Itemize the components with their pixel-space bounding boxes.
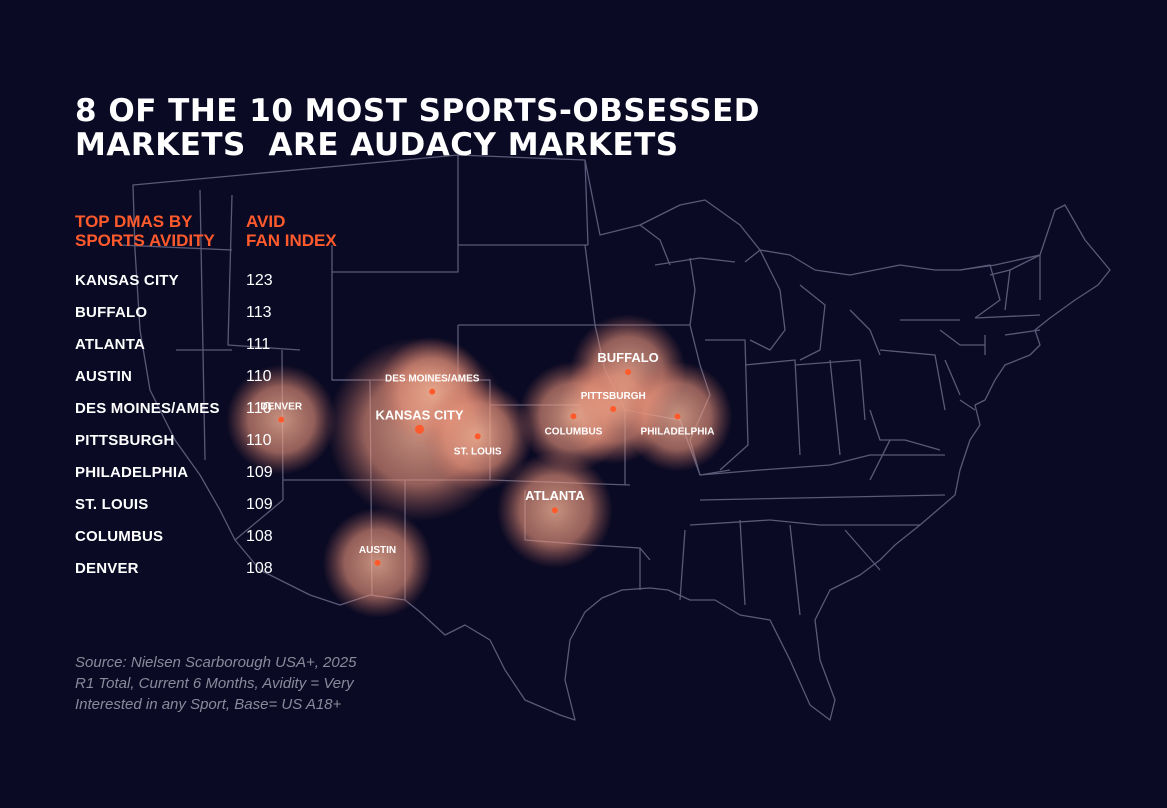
table-row: BUFFALO 113 [75,298,305,330]
table-row: AUSTIN 110 [75,362,305,394]
market-dot-philadelphia [674,413,681,420]
column-header-index: AVID FAN INDEX [246,212,337,250]
market-dot-buffalo [625,369,632,376]
market-dot-columbus [570,413,577,420]
table-row: PITTSBURGH 110 [75,426,305,458]
index-value: 109 [246,464,273,481]
market-name: PHILADELPHIA [75,464,189,481]
market-label-atlanta: ATLANTA [525,488,585,503]
market-dot-pittsburgh [610,406,617,413]
market-markers: KANSAS CITY BUFFALO ATLANTA AUSTIN DES MOINE… [260,350,714,566]
index-value: 110 [246,432,272,449]
market-name: BUFFALO [75,304,148,321]
page-title: 8 OF THE 10 MOST SPORTS-OBSESSED MARKETS… [75,94,875,162]
market-name: ST. LOUIS [75,496,149,513]
market-label-austin: AUSTIN [359,545,396,556]
title-line-1: 8 OF THE 10 MOST SPORTS-OBSESSED [75,93,761,129]
market-dot-atlanta [551,507,558,514]
market-dot-denver [278,416,285,423]
market-label-philadelphia: PHILADELPHIA [641,426,715,437]
index-value: 108 [246,560,273,577]
market-label-des-moines-ames: DES MOINES/AMES [385,374,480,385]
table-row: COLUMBUS 108 [75,522,305,554]
table-row: KANSAS CITY 123 [75,266,305,298]
index-value: 108 [246,528,273,545]
market-name: AUSTIN [75,368,133,385]
index-value: 111 [246,336,271,353]
title-line-2: MARKETS ARE AUDACY MARKETS [75,127,679,163]
market-label-kansas-city: KANSAS CITY [375,407,463,422]
market-name: ATLANTA [75,336,145,353]
market-label-buffalo: BUFFALO [597,350,658,365]
market-label-denver: DENVER [260,402,302,413]
ranking-table: KANSAS CITY 123 BUFFALO 113 ATLANTA 111 AUS… [75,266,305,586]
index-value: 110 [246,400,272,417]
index-value: 110 [246,368,272,385]
table-row: ST. LOUIS 109 [75,490,305,522]
market-label-pittsburgh: PITTSBURGH [581,391,646,402]
index-value: 123 [246,272,273,289]
market-name: DES MOINES/AMES [75,400,220,417]
market-dot-st-louis [474,433,481,440]
column-header-market: TOP DMAS BY SPORTS AVIDITY [75,212,215,250]
market-label-columbus: COLUMBUS [545,426,603,437]
market-name: DENVER [75,560,139,577]
market-name: COLUMBUS [75,528,164,545]
table-row: DENVER 108 [75,554,305,586]
market-name: PITTSBURGH [75,432,175,449]
market-dot-des-moines-ames [429,388,436,395]
market-dot-austin [374,559,381,566]
market-name: KANSAS CITY [75,272,179,289]
source-note: Source: Nielsen Scarborough USA+, 2025 R… [75,654,357,713]
index-value: 113 [246,304,272,321]
index-value: 109 [246,496,273,513]
market-dot-kansas-city [415,424,425,434]
table-row: ATLANTA 111 [75,330,305,362]
table-row: PHILADELPHIA 109 [75,458,305,490]
table-row: DES MOINES/AMES 110 [75,394,305,426]
market-label-st-louis: ST. LOUIS [454,446,502,457]
